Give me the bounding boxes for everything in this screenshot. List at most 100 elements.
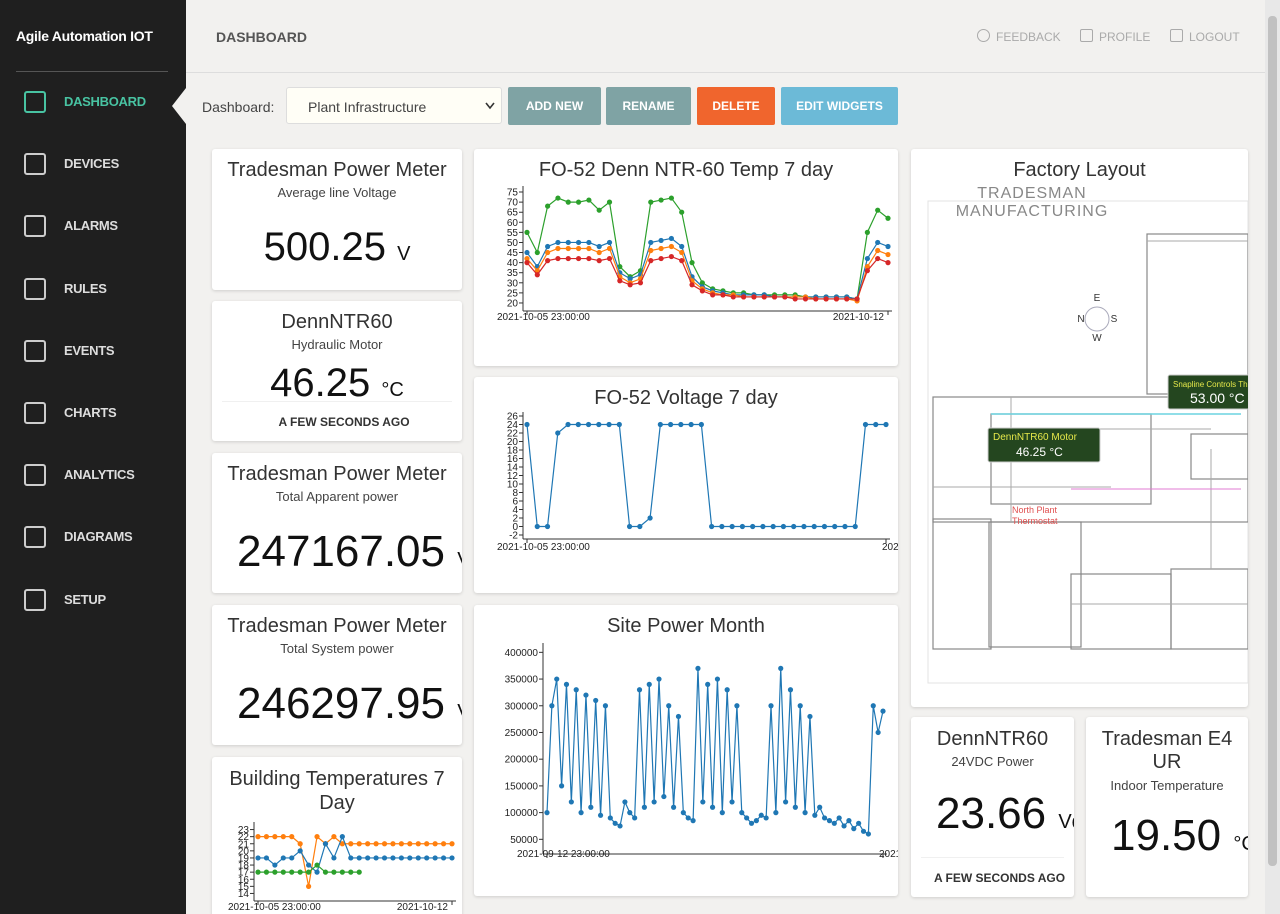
data-point (563, 681, 570, 687)
menu-item[interactable]: ALARMS (64, 218, 118, 234)
menu-icon (24, 588, 46, 611)
toolbar-button[interactable]: ADD NEW (508, 87, 601, 125)
data-point (844, 296, 850, 302)
y-tick-label: 70 (507, 198, 519, 209)
toolbar-button[interactable]: DELETE (697, 87, 775, 125)
data-point (729, 523, 735, 530)
data-point (545, 203, 551, 209)
data-point (698, 421, 704, 428)
toolbar-button[interactable]: RENAME (606, 87, 691, 125)
data-point (575, 239, 582, 246)
data-point (656, 676, 662, 682)
data-point (880, 708, 886, 714)
company-name: MANUFACTURING (956, 203, 1109, 220)
data-point (719, 523, 725, 530)
card-value-row: 46.25 °C (212, 361, 462, 406)
data-point (632, 815, 638, 821)
data-point (596, 249, 602, 256)
data-point (802, 296, 809, 302)
dashboard-select[interactable]: Plant Infrastructure (286, 87, 502, 124)
card-value: 246297.95 (237, 679, 445, 728)
menu-item[interactable]: DIAGRAMS (64, 529, 133, 545)
data-point (875, 247, 881, 254)
header-link[interactable]: PROFILE (1099, 30, 1151, 44)
data-point (846, 818, 852, 824)
data-point (545, 258, 551, 264)
data-point (555, 255, 561, 262)
y-tick-label: 17 (238, 868, 250, 879)
menu-item[interactable]: CHARTS (64, 405, 117, 420)
data-point (583, 692, 589, 698)
data-point (770, 523, 776, 530)
data-point (636, 687, 643, 693)
data-point (365, 855, 371, 861)
data-point (255, 834, 261, 840)
data-point (688, 421, 694, 428)
plan-note: Thermostat (1012, 516, 1058, 526)
x-tick-label: 2021-10-12 (397, 902, 449, 913)
data-point (612, 820, 618, 826)
data-point (675, 713, 682, 720)
header-link[interactable]: FEEDBACK (996, 30, 1061, 44)
data-point (875, 207, 881, 213)
menu-item[interactable]: SETUP (64, 591, 106, 607)
series-line (546, 668, 884, 835)
menu-icon (24, 91, 46, 113)
x-tick-label: 2021-10-12 (833, 312, 885, 323)
active-notch (172, 88, 186, 124)
data-point (627, 810, 633, 816)
menu-item[interactable]: EVENTS (64, 342, 115, 358)
data-point (356, 841, 362, 847)
y-tick-label: 6 (512, 497, 518, 508)
menu-item[interactable]: RULES (64, 280, 107, 296)
data-point (586, 255, 592, 262)
data-point (373, 841, 379, 847)
card-subtitle: Total Apparent power (275, 489, 399, 504)
header-link[interactable]: LOGOUT (1189, 30, 1240, 44)
data-point (348, 855, 354, 861)
y-tick-label: 22 (238, 832, 250, 843)
menu-icon (24, 215, 46, 238)
data-point (596, 421, 602, 428)
data-point (596, 207, 602, 213)
data-point (695, 665, 701, 671)
data-point (661, 793, 667, 800)
menu-item[interactable]: DASHBOARD (64, 94, 146, 109)
value-card: DennNTR60 Hydraulic Motor 46.25 °C A FEW SE… (212, 301, 462, 441)
series-line (258, 835, 452, 887)
menu-icon-frame (24, 402, 46, 424)
y-tick-label: 14 (238, 889, 250, 900)
card-footer: A FEW SECONDS AGO (933, 871, 1066, 885)
data-point (617, 278, 623, 284)
data-point (356, 869, 362, 875)
data-point (586, 245, 592, 252)
data-point (758, 812, 764, 818)
data-point (748, 820, 755, 826)
y-tick-label: 60 (507, 218, 519, 229)
card-value: 19.50 (1111, 811, 1222, 860)
toolbar-button[interactable]: EDIT WIDGETS (781, 87, 898, 125)
data-point (763, 815, 769, 821)
data-point (424, 841, 430, 847)
data-point (415, 841, 421, 847)
link-icon (1080, 29, 1093, 42)
menu-item[interactable]: ANALYTICS (64, 467, 135, 483)
data-point (729, 799, 735, 805)
menu-item[interactable]: DEVICES (64, 156, 119, 172)
menu-icon-frame (24, 464, 46, 487)
data-point (651, 799, 657, 805)
menu-icon-frame (24, 526, 46, 549)
card-subtitle: Total System power (280, 641, 394, 656)
data-point (875, 239, 881, 246)
data-point (593, 697, 599, 704)
y-tick-label: 4 (512, 505, 518, 516)
data-point (658, 255, 664, 262)
card-footer: A FEW SECONDS AGO (278, 415, 410, 429)
data-point (565, 255, 571, 262)
value-card: Tradesman Power Meter Average line Voltag… (212, 149, 462, 290)
data-point (449, 841, 455, 847)
data-point (802, 810, 808, 816)
y-tick-label: 21 (238, 839, 250, 850)
data-point (885, 260, 891, 266)
data-point (666, 703, 672, 709)
